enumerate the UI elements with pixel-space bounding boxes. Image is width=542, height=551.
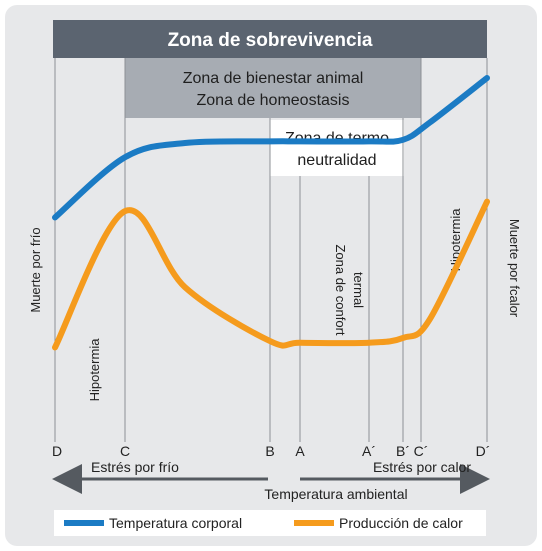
comfort-zone-label-line1: Zona de confort — [333, 244, 348, 335]
survival-zone-bar — [53, 20, 487, 58]
zone-boundary-lines — [54, 58, 488, 442]
x-tick-label: D´ — [476, 443, 491, 459]
x-tick-label: A´ — [362, 443, 376, 459]
x-tick-label: B — [265, 443, 274, 459]
x-tick-labels: D C B A A´ B´ C´ D´ — [52, 443, 490, 459]
x-tick-label: C — [120, 443, 130, 459]
x-tick-label: C´ — [414, 443, 429, 459]
hypothermia-low-label: Hipotermia — [87, 338, 102, 402]
wellbeing-zone-label-line1: Zona de bienestar animal — [183, 70, 364, 87]
legend-label-heat-prod: Producción de calor — [339, 515, 463, 531]
legend-box — [54, 510, 486, 536]
x-tick-label: B´ — [396, 443, 410, 459]
cold-stress-label: Estrés por frío — [91, 459, 179, 475]
body-temperature-curve — [52, 75, 490, 221]
x-tick-label: D — [52, 443, 62, 459]
x-tick-label: A — [295, 443, 305, 459]
heat-production-curve — [52, 198, 490, 351]
thermoneutral-zone-label-line2: neutralidad — [297, 152, 376, 169]
comfort-zone-label-line2: termal — [351, 272, 366, 308]
x-axis-label: Temperatura ambiental — [264, 486, 407, 502]
cold-death-label: Muerte por frío — [28, 227, 43, 312]
thermoneutral-zone-box — [270, 120, 404, 176]
heat-death-label: Muerte por fcalor — [507, 219, 522, 318]
wellbeing-zone-label-line2: Zona de homeostasis — [197, 92, 350, 109]
survival-zone-label: Zona de sobrevivencia — [168, 30, 373, 51]
wellbeing-zone-bar — [125, 58, 421, 118]
legend-label-body-temp: Temperatura corporal — [109, 515, 242, 531]
heat-stress-label: Estrés por calor — [373, 459, 471, 475]
